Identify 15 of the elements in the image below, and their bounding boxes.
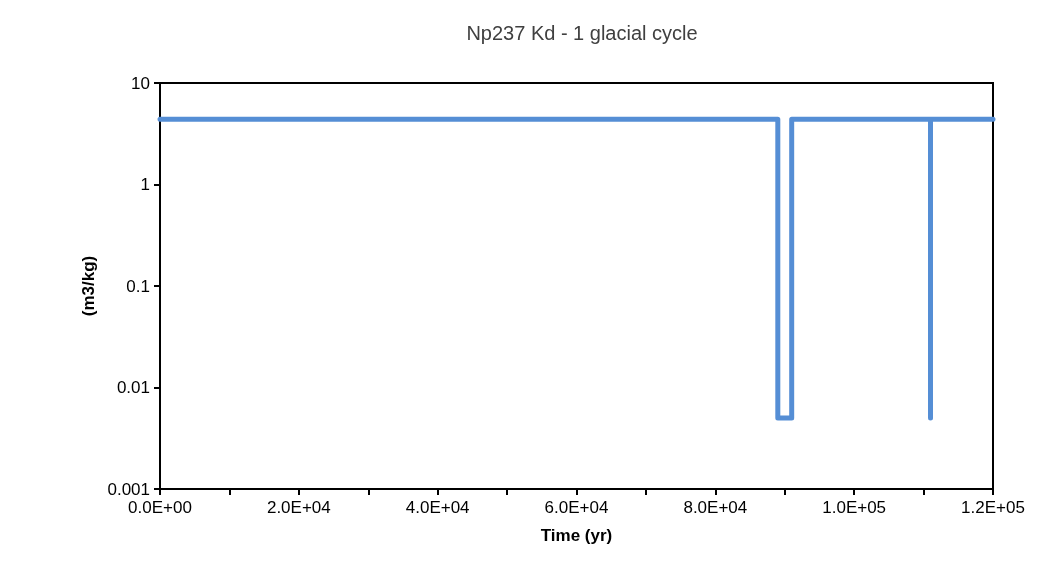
y-tick-label: 10 <box>131 73 150 93</box>
y-tick-label: 0.001 <box>107 479 150 499</box>
x-tick-label: 8.0E+04 <box>683 498 748 517</box>
y-axis-title: (m3/kg) <box>78 255 98 317</box>
x-tick-label: 1.0E+05 <box>822 498 887 517</box>
x-tick-label: 0.0E+00 <box>128 498 192 517</box>
x-tick-label: 2.0E+04 <box>266 498 331 517</box>
y-tick-label: 0.1 <box>126 276 150 296</box>
x-tick-label: 6.0E+04 <box>544 498 609 517</box>
x-tick-label: 1.2E+05 <box>961 498 1025 517</box>
y-tick-label: 0.01 <box>116 378 150 397</box>
x-tick-label: 4.0E+04 <box>405 498 470 517</box>
chart-title: Np237 Kd - 1 glacial cycle <box>466 22 698 44</box>
x-axis-title: Time (yr) <box>540 526 613 545</box>
y-tick-label: 1 <box>140 175 150 194</box>
